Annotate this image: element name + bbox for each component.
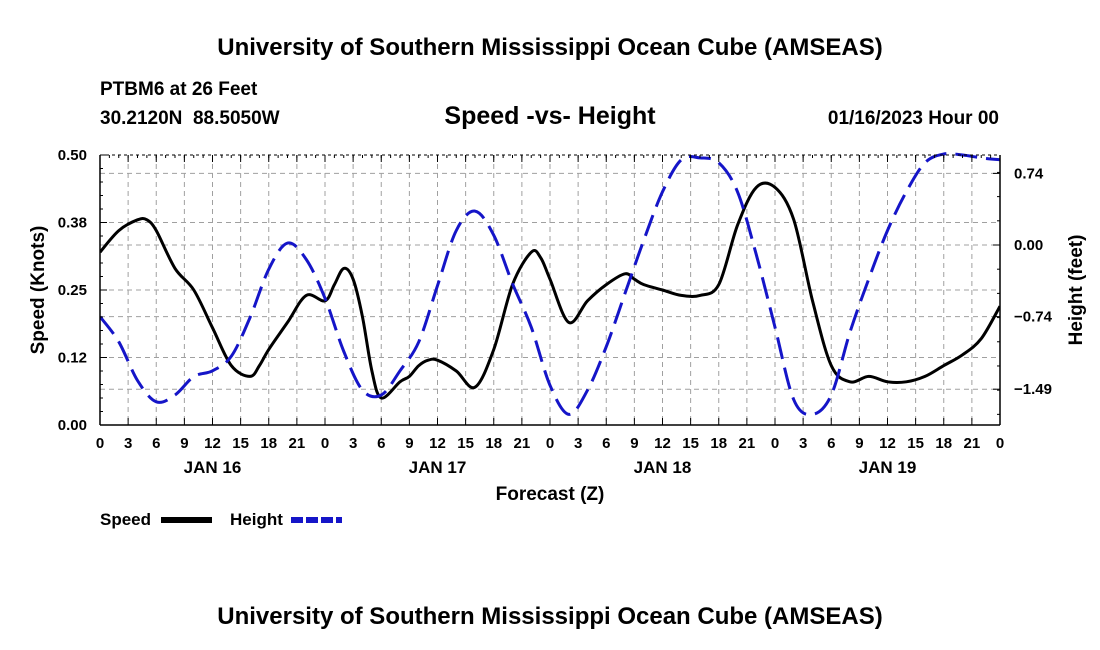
x-tick-label: 0 — [96, 435, 104, 452]
x-day-label: JAN 17 — [409, 458, 467, 477]
main-title: University of Southern Mississippi Ocean… — [217, 34, 882, 61]
y-left-tick-label: 0.12 — [58, 350, 87, 367]
x-tick-label: 12 — [654, 435, 671, 452]
x-tick-label: 18 — [260, 435, 277, 452]
forecast-datetime: 01/16/2023 Hour 00 — [828, 108, 999, 129]
y-left-tick-label: 0.25 — [58, 282, 87, 299]
x-tick-label: 6 — [827, 435, 835, 452]
x-tick-label: 3 — [349, 435, 357, 452]
x-tick-label: 18 — [935, 435, 952, 452]
x-day-label: JAN 18 — [634, 458, 692, 477]
x-tick-label: 3 — [799, 435, 807, 452]
x-tick-label: 9 — [405, 435, 413, 452]
x-tick-label: 18 — [710, 435, 727, 452]
x-tick-label: 15 — [232, 435, 249, 452]
legend-speed-label: Speed — [100, 510, 151, 529]
x-tick-label: 15 — [907, 435, 924, 452]
x-tick-label: 15 — [457, 435, 474, 452]
legend: Speed Height — [100, 510, 342, 529]
y-right-axis-title: Height (feet) — [1066, 235, 1087, 346]
y-left-axis-title: Speed (Knots) — [28, 226, 49, 355]
x-tick-label: 3 — [574, 435, 582, 452]
x-tick-label: 21 — [964, 435, 981, 452]
x-tick-label: 15 — [682, 435, 699, 452]
series-line-speed — [100, 181, 1000, 400]
x-tick-label: 12 — [204, 435, 221, 452]
legend-height-label: Height — [230, 510, 283, 529]
x-tick-label: 21 — [739, 435, 756, 452]
x-tick-label: 12 — [879, 435, 896, 452]
x-tick-label: 12 — [429, 435, 446, 452]
x-tick-label: 21 — [514, 435, 531, 452]
x-tick-label: 0 — [546, 435, 554, 452]
x-tick-label: 9 — [630, 435, 638, 452]
series-line-height — [100, 152, 1000, 417]
x-tick-label: 0 — [771, 435, 779, 452]
x-tick-label: 9 — [180, 435, 188, 452]
y-right-tick-label: 0.00 — [1014, 237, 1043, 254]
y-left-tick-label: 0.38 — [58, 215, 87, 232]
x-tick-label: 21 — [289, 435, 306, 452]
axes — [99, 154, 1001, 426]
coordinates-label: 30.2120N 88.5050W — [100, 108, 280, 129]
x-tick-label: 3 — [124, 435, 132, 452]
y-right-tick-label: −1.49 — [1014, 381, 1052, 398]
footer-title: University of Southern Mississippi Ocean… — [217, 603, 882, 630]
x-tick-label: 9 — [855, 435, 863, 452]
x-day-label: JAN 19 — [859, 458, 917, 477]
x-tick-label: 18 — [485, 435, 502, 452]
tick-labels: 0 3 6 9 12 15 18 21 0 3 6 9 12 15 18 21 0 3 6 9 12 15 18 21 0 3 6 9… — [58, 147, 1053, 477]
y-right-tick-label: −0.74 — [1014, 309, 1053, 326]
x-tick-label: 0 — [996, 435, 1004, 452]
y-left-tick-label: 0.00 — [58, 417, 87, 434]
x-axis-title: Forecast (Z) — [496, 484, 605, 505]
x-tick-label: 0 — [321, 435, 329, 452]
gridlines — [100, 155, 1000, 425]
chart-title: Speed -vs- Height — [444, 102, 656, 130]
station-label: PTBM6 at 26 Feet — [100, 79, 258, 100]
y-right-tick-label: 0.74 — [1014, 165, 1044, 182]
series-lines — [100, 152, 1000, 417]
y-left-tick-label: 0.50 — [58, 147, 87, 164]
x-tick-label: 6 — [152, 435, 160, 452]
x-day-label: JAN 16 — [184, 458, 242, 477]
x-tick-label: 6 — [602, 435, 610, 452]
x-tick-label: 6 — [377, 435, 385, 452]
